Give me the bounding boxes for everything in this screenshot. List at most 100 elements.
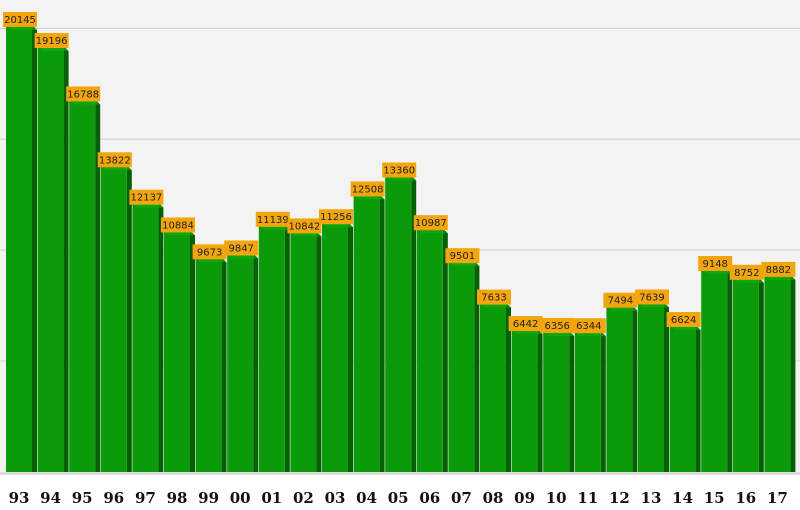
value-label: 10987 [413, 215, 448, 231]
value-label-text: 8882 [766, 265, 791, 276]
value-label-text: 10987 [415, 218, 447, 229]
value-label-bg [666, 312, 701, 328]
x-tick-label: 09 [514, 489, 535, 507]
bar-front [606, 305, 633, 472]
value-label: 6624 [666, 312, 701, 328]
bar-front [669, 325, 696, 472]
value-label-text: 11139 [257, 215, 289, 226]
value-label: 11256 [319, 209, 353, 225]
bar-front [6, 24, 32, 472]
bar [480, 302, 511, 472]
bar [764, 274, 796, 472]
value-label-bg [34, 33, 69, 49]
bars [6, 24, 796, 473]
value-label-text: 7633 [481, 293, 506, 304]
x-tick-label: 99 [198, 489, 219, 507]
bar [511, 329, 543, 472]
value-label-text: 16788 [67, 89, 99, 100]
value-label: 16788 [66, 86, 101, 102]
value-label: 6356 [540, 317, 575, 333]
value-label-bg [445, 248, 480, 264]
value-label-bg [603, 292, 638, 308]
value-label-text: 7494 [608, 296, 633, 307]
value-label: 20145 [3, 11, 37, 27]
value-label: 10842 [287, 218, 322, 234]
bar-side [348, 222, 353, 472]
value-label-text: 10884 [162, 220, 194, 231]
bar [416, 228, 448, 472]
bar [227, 253, 259, 472]
bar-front [164, 230, 190, 472]
bar-side [474, 261, 480, 472]
x-tick-label: 04 [356, 489, 377, 507]
bar-side [411, 175, 417, 473]
x-tick-label: 11 [577, 489, 598, 507]
value-label-text: 8752 [734, 268, 759, 279]
value-label: 7639 [635, 289, 669, 305]
bar [69, 99, 101, 473]
value-label-bg [571, 318, 606, 334]
bar-side [695, 325, 701, 472]
bar-front [258, 224, 285, 472]
x-tick-labels: 93 94 95 96 97 98 99 00 01 02 03 04 05 06 07 08 09 10 11 12… [9, 489, 788, 507]
bar-front [100, 165, 127, 472]
value-label: 6442 [508, 316, 543, 332]
bar [37, 46, 69, 473]
value-label: 9673 [192, 244, 227, 260]
bar-front [195, 257, 222, 472]
x-tick-label: 05 [388, 489, 409, 507]
value-label: 9847 [224, 240, 259, 256]
value-label-bg [3, 11, 37, 27]
value-label-text: 9673 [197, 247, 222, 258]
bar-side [569, 330, 575, 472]
bar [195, 257, 227, 472]
bar-side [758, 277, 764, 472]
x-tick-label: 93 [9, 489, 30, 507]
x-tick-label: 00 [230, 489, 251, 507]
value-label-text: 9847 [228, 243, 253, 254]
value-label-bg [540, 317, 575, 333]
bar [669, 325, 701, 472]
bar-side [95, 99, 101, 473]
bar-front [290, 231, 317, 472]
x-tick-label: 01 [261, 489, 282, 507]
bar-front [69, 99, 96, 473]
bar-side [63, 46, 69, 473]
x-tick-label: 14 [672, 489, 693, 507]
value-label: 19196 [34, 33, 69, 49]
bar [543, 330, 575, 472]
x-tick-label: 03 [325, 489, 346, 507]
value-label-bg [319, 209, 353, 225]
x-tick-label: 08 [483, 489, 504, 507]
bar [164, 230, 195, 472]
x-tick-label: 02 [293, 489, 314, 507]
value-label-text: 6344 [576, 321, 601, 332]
bar-front [353, 194, 380, 472]
value-label-bg [382, 162, 417, 178]
value-label: 9148 [698, 256, 733, 272]
value-label-bg [413, 215, 448, 231]
bar-front [37, 46, 64, 473]
value-label-bg [192, 244, 227, 260]
x-tick-label: 97 [135, 489, 156, 507]
value-label-bg [761, 261, 796, 277]
floor [0, 472, 800, 475]
bar-front [701, 269, 728, 472]
bar [574, 331, 606, 472]
value-label-text: 11256 [320, 212, 352, 223]
bar-side [664, 302, 669, 472]
value-label: 13822 [97, 152, 132, 168]
bar-side [253, 253, 259, 472]
bar-front [480, 302, 506, 472]
bar [448, 261, 480, 472]
value-label-text: 9501 [450, 251, 475, 262]
bar-side [221, 257, 227, 472]
bar [258, 224, 290, 472]
x-tick-label: 96 [103, 489, 124, 507]
value-label-text: 6442 [513, 319, 538, 330]
value-label-text: 12137 [130, 193, 162, 204]
bar [732, 277, 764, 472]
bar [353, 194, 385, 472]
value-label-bg [97, 152, 132, 168]
bar-side [316, 231, 322, 472]
